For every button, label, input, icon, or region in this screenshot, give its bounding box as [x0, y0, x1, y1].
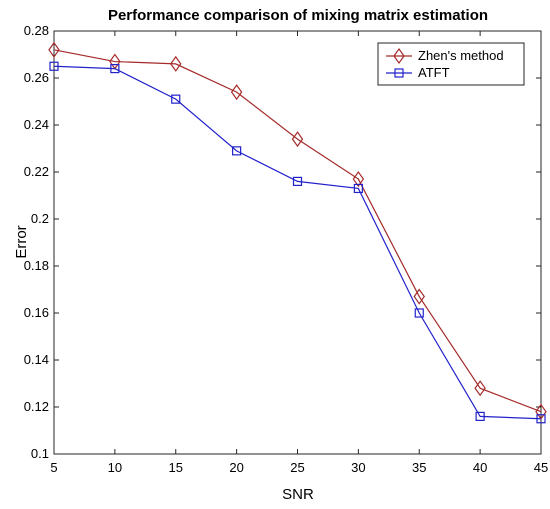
- series-point-0: [474, 380, 486, 397]
- x-tick-label: 15: [169, 460, 183, 475]
- legend-label-1: ATFT: [418, 65, 450, 80]
- legend-box: [377, 42, 525, 86]
- y-tick-label: 0.12: [24, 399, 49, 414]
- series-line-1: [53, 65, 542, 420]
- y-tick-label: 0.16: [24, 305, 49, 320]
- y-tick-label: 0.14: [24, 352, 49, 367]
- y-tick-label: 0.28: [24, 23, 49, 38]
- chart-title: Performance comparison of mixing matrix …: [108, 7, 488, 24]
- y-tick-label: 0.2: [31, 211, 49, 226]
- legend-label-0: Zhen's method: [418, 48, 504, 63]
- series-point-1: [292, 176, 303, 186]
- legend-marker-0: [393, 47, 405, 65]
- series-point-1: [49, 61, 59, 71]
- x-tick-label: 10: [108, 460, 122, 475]
- series-point-1: [110, 63, 120, 74]
- series-point-1: [414, 308, 424, 318]
- x-tick-label: 5: [50, 460, 57, 475]
- y-tick-label: 0.22: [24, 164, 49, 179]
- x-tick-label: 25: [290, 460, 304, 475]
- series-line-0: [53, 49, 542, 413]
- series-point-0: [230, 84, 243, 101]
- series-point-1: [475, 411, 485, 421]
- x-axis-label: SNR: [282, 486, 314, 503]
- x-tick-label: 35: [412, 460, 426, 475]
- series-point-0: [413, 288, 425, 305]
- legend-marker-1: [394, 68, 404, 78]
- series-point-1: [171, 94, 181, 104]
- series-point-1: [536, 414, 546, 424]
- x-tick-label: 20: [229, 460, 243, 475]
- series-point-0: [170, 55, 182, 72]
- y-tick-label: 0.26: [24, 70, 49, 85]
- series-point-0: [48, 41, 60, 58]
- plot-area: 5 10 15 20 25 30 35 40 45 0.1 0.12 0.14 0.16 0.18 0.2 0…: [24, 23, 549, 475]
- y-axis-label: Error: [13, 225, 30, 258]
- x-tick-label: 40: [473, 460, 487, 475]
- series-point-1: [353, 183, 363, 194]
- plot-frame: [53, 30, 542, 455]
- y-tick-label: 0.18: [24, 258, 49, 273]
- x-tick-label: 30: [351, 460, 365, 475]
- series-point-0: [291, 131, 304, 148]
- y-tick-label: 0.1: [31, 446, 49, 461]
- series-point-0: [352, 171, 365, 188]
- y-tick-label: 0.24: [24, 117, 49, 132]
- x-tick-label: 45: [534, 460, 548, 475]
- series-point-1: [232, 146, 242, 156]
